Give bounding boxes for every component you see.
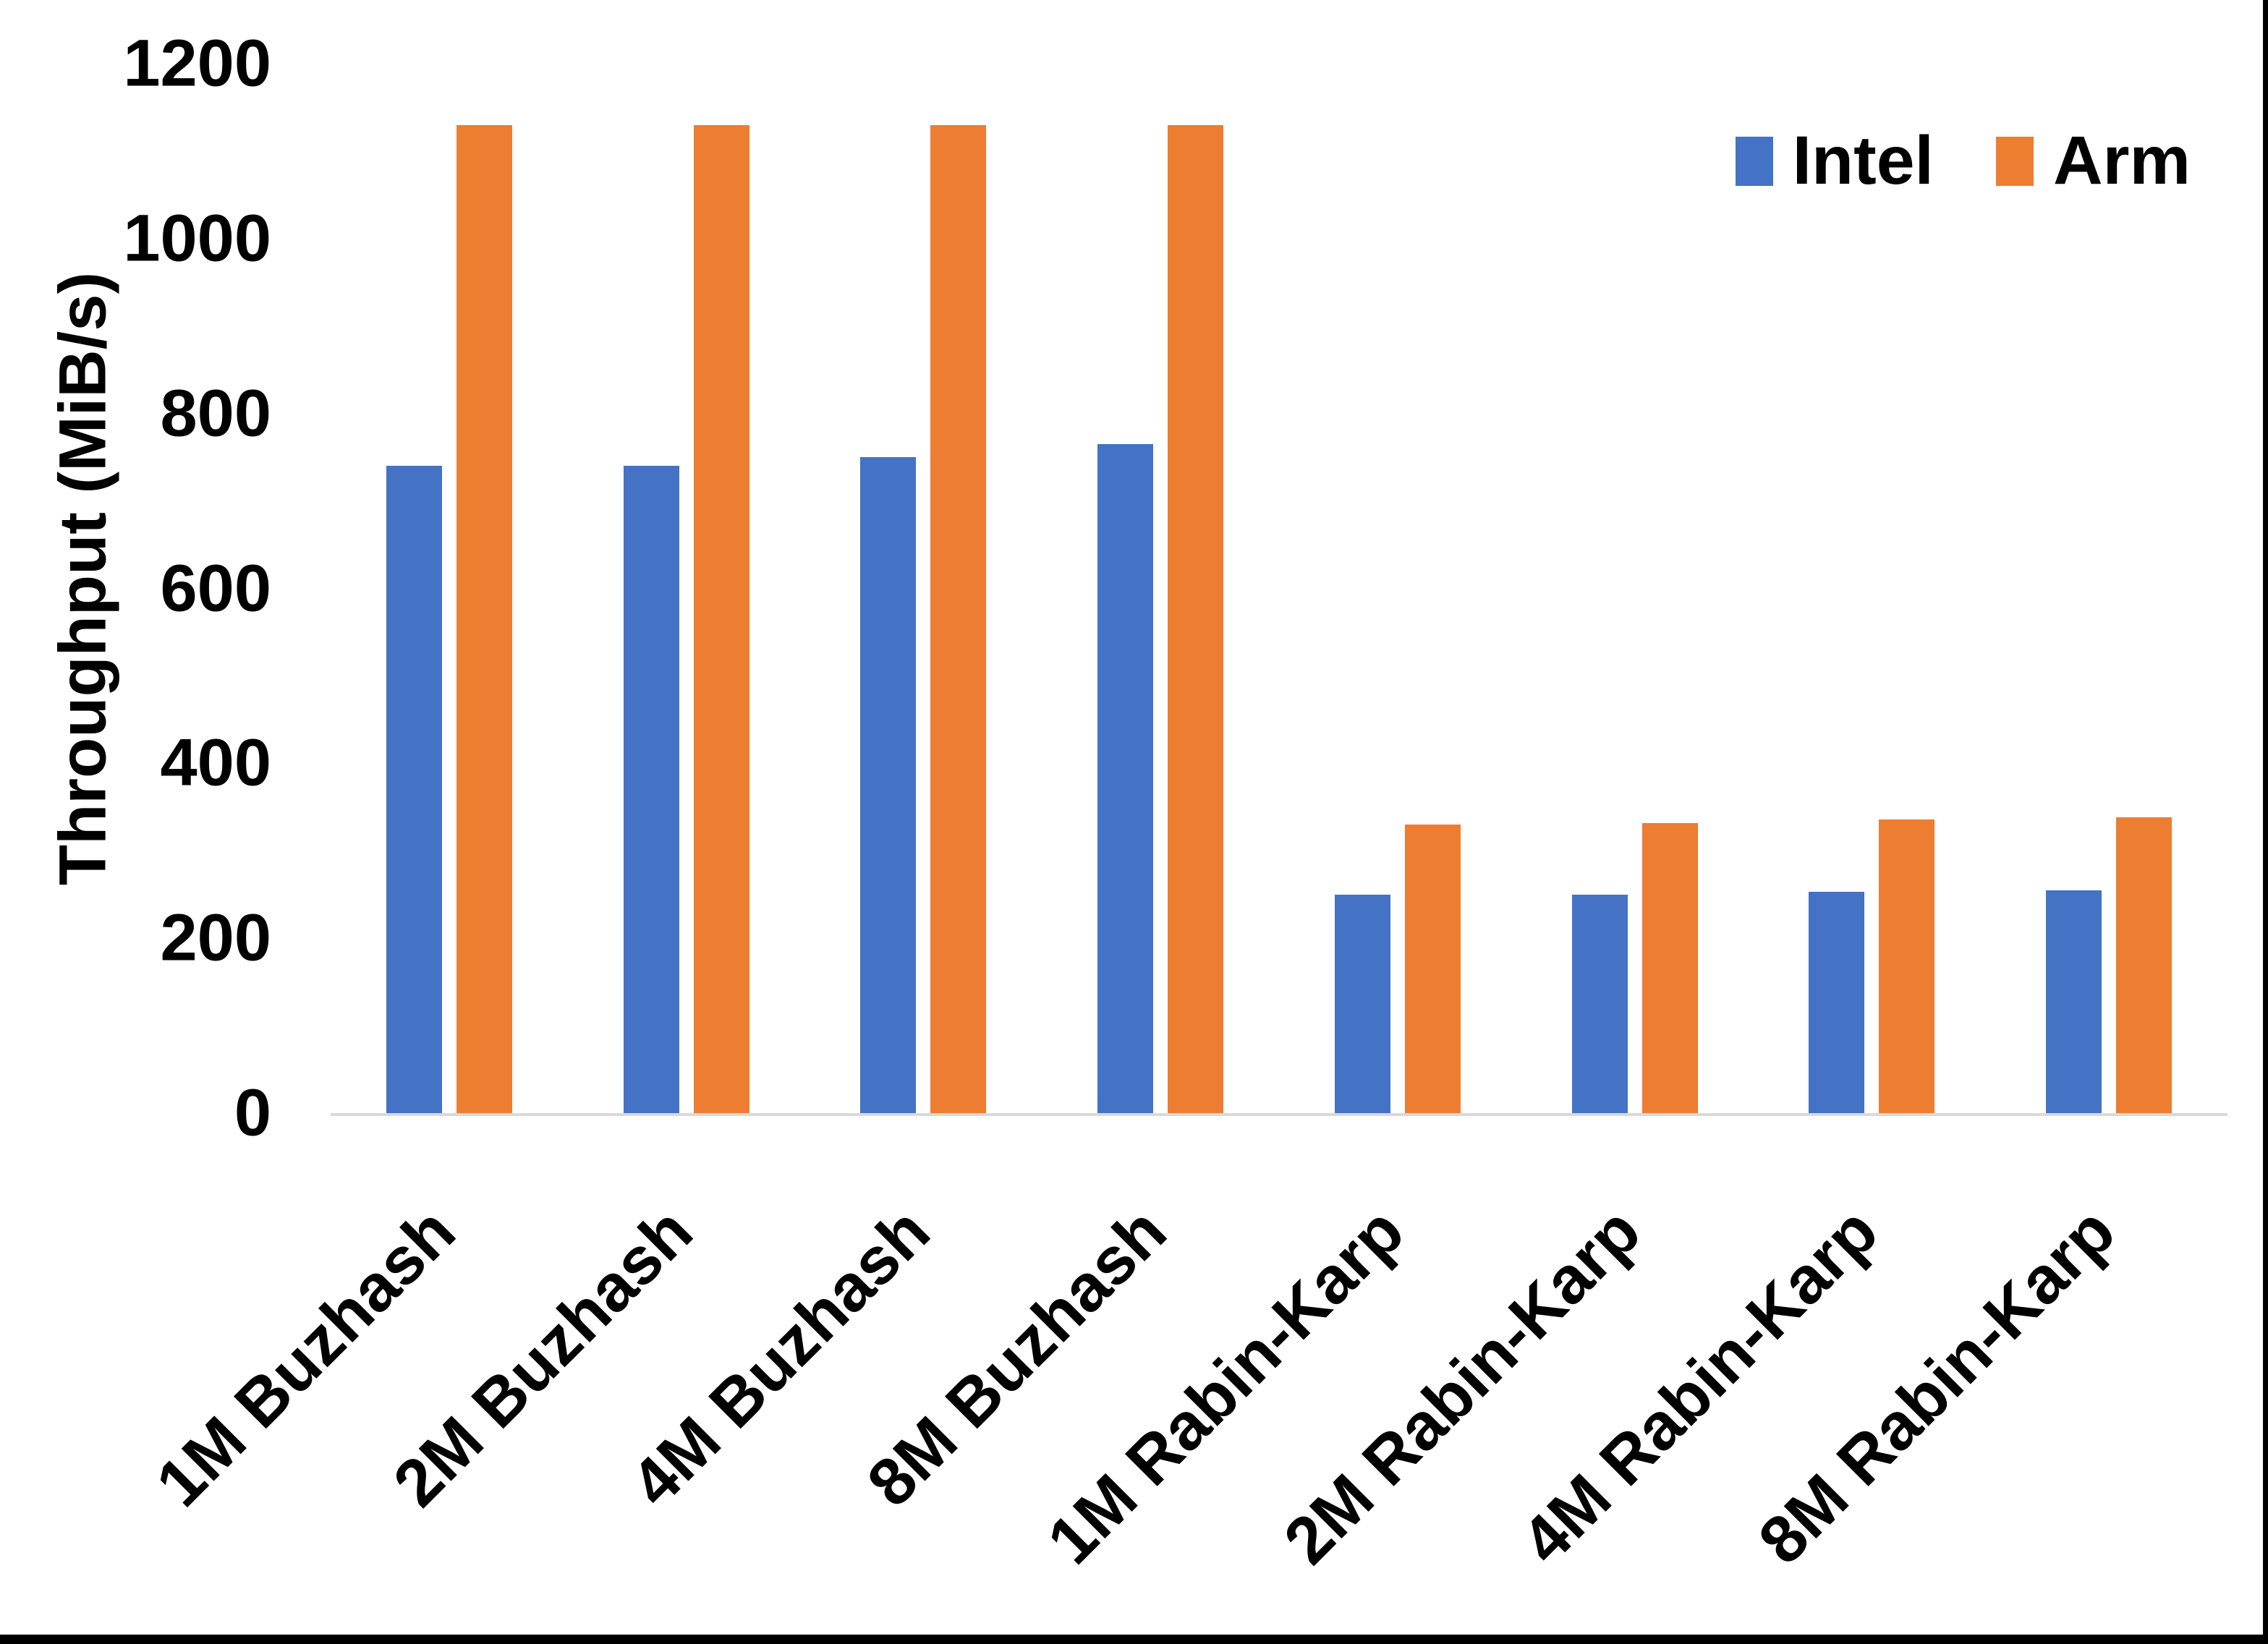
figure-bottom-border xyxy=(0,1635,2268,1644)
figure-right-border xyxy=(2263,0,2268,1644)
bar-arm-3 xyxy=(930,124,987,1113)
bar-arm-2 xyxy=(693,124,749,1113)
legend-item-arm: Arm xyxy=(1995,122,2191,200)
x-axis-line xyxy=(331,1113,2227,1116)
bar-arm-7 xyxy=(1879,819,1935,1113)
y-tick-label: 0 xyxy=(234,1076,271,1150)
bar-intel-7 xyxy=(1809,892,1865,1113)
legend-label-intel: Intel xyxy=(1792,122,1934,199)
legend-item-intel: Intel xyxy=(1735,122,1934,200)
y-tick-label: 200 xyxy=(160,900,272,975)
legend-label-arm: Arm xyxy=(2052,122,2191,199)
bar-intel-3 xyxy=(860,457,917,1113)
bar-intel-4 xyxy=(1097,444,1154,1113)
plot-area xyxy=(331,64,2227,1113)
legend: Intel Arm xyxy=(1735,122,2191,200)
bar-arm-6 xyxy=(1641,822,1698,1113)
bar-intel-5 xyxy=(1334,894,1390,1113)
y-tick-label: 600 xyxy=(160,550,272,625)
legend-swatch-arm xyxy=(1995,136,2034,186)
y-tick-label: 400 xyxy=(160,725,272,800)
bar-arm-5 xyxy=(1404,824,1461,1113)
bar-intel-2 xyxy=(623,466,679,1113)
y-tick-label: 800 xyxy=(160,376,272,451)
bar-arm-4 xyxy=(1168,124,1224,1113)
legend-swatch-intel xyxy=(1735,136,1773,186)
bar-intel-6 xyxy=(1571,894,1628,1113)
bar-intel-1 xyxy=(386,466,442,1113)
y-tick-label: 1000 xyxy=(123,201,271,276)
bar-arm-1 xyxy=(456,124,512,1113)
bar-intel-8 xyxy=(2046,890,2102,1113)
y-tick-label: 1200 xyxy=(123,26,271,101)
bar-arm-8 xyxy=(2116,817,2173,1113)
